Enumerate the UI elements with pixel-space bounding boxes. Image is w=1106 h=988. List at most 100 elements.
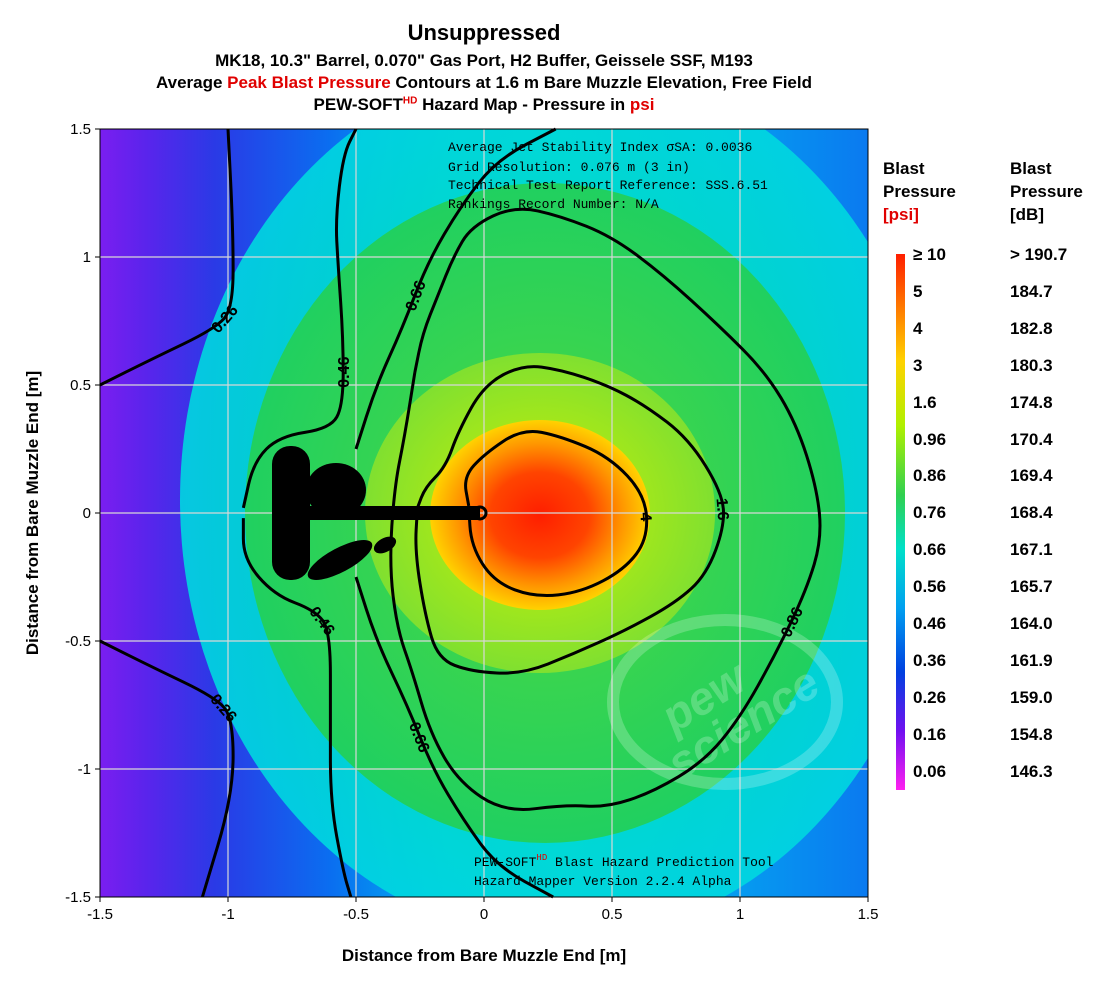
tool-name-line: PEW-SOFTHD Blast Hazard Prediction Tool xyxy=(474,853,774,870)
x-axis-ticks: -1.5 -1 -0.5 0 0.5 1 1.5 xyxy=(87,897,878,923)
legend-db-value: 174.8 xyxy=(1010,392,1053,412)
legend-psi-value: 0.96 xyxy=(913,429,947,449)
top-annotations: Average Jet Stability Index σSA: 0.0036 … xyxy=(448,140,768,212)
x-tick-label: 0.5 xyxy=(602,906,623,923)
legend-db-value: 170.4 xyxy=(1010,429,1053,449)
map-title: PEW-SOFTHD Hazard Map - Pressure in psi xyxy=(0,95,968,115)
legend-db-value: 184.7 xyxy=(1010,281,1053,301)
contour-line-0.46 xyxy=(241,518,353,898)
contour-line-0.66 xyxy=(354,127,557,450)
legend-db-value: 154.8 xyxy=(1010,724,1053,744)
y-tick-label: 1.5 xyxy=(70,121,91,138)
contour-line-4 xyxy=(464,429,649,598)
weapon-silhouette xyxy=(272,446,488,580)
annotation-line-2: Grid Resolution: 0.076 m (3 in) xyxy=(448,160,690,175)
x-tick-label: 1 xyxy=(736,906,744,923)
subtitle-prefix: Average xyxy=(155,73,228,92)
weapon-barrel xyxy=(300,506,480,520)
legend-db-header-3: [dB] xyxy=(1010,205,1044,224)
legend-psi-value: 0.06 xyxy=(913,761,947,781)
legend-db-header-1: Blast xyxy=(1010,159,1052,178)
contour-label: 1.6 xyxy=(713,498,732,522)
bottom-annotations: PEW-SOFTHD Blast Hazard Prediction Tool … xyxy=(474,853,774,889)
legend-db-value: 159.0 xyxy=(1010,687,1053,707)
legend-psi-value: 0.86 xyxy=(913,466,947,486)
contour-label: 4 xyxy=(636,512,653,522)
legend-psi-value: 1.6 xyxy=(913,392,937,412)
annotation-line-4: Rankings Record Number: N/A xyxy=(448,197,659,212)
x-tick-label: 1.5 xyxy=(858,906,879,923)
map-title-brand: PEW-SOFT xyxy=(313,95,403,114)
annotation-line-1: Average Jet Stability Index σSA: 0.0036 xyxy=(448,140,752,155)
weapon-grip xyxy=(307,540,373,580)
legend-db-value: 167.1 xyxy=(1010,540,1053,560)
legend-db-value: 180.3 xyxy=(1010,355,1053,375)
weapon-magwell xyxy=(373,536,397,554)
y-tick-label: 0.5 xyxy=(70,377,91,394)
legend-psi-value: ≥ 10 xyxy=(913,245,946,264)
contour-line-1.6 xyxy=(414,365,726,675)
legend-psi-header-2: Pressure xyxy=(883,182,956,201)
legend-color-bar xyxy=(896,254,905,790)
y-axis-title: Distance from Bare Muzzle End [m] xyxy=(23,371,42,655)
legend-psi-value: 0.56 xyxy=(913,577,947,597)
legend-psi-header-1: Blast xyxy=(883,159,925,178)
legend-db-value: 164.0 xyxy=(1010,614,1053,633)
contour-line-0.86 xyxy=(389,207,822,811)
tool-rest: Blast Hazard Prediction Tool xyxy=(547,855,773,870)
chart-config-line: MK18, 10.3" Barrel, 0.070" Gas Port, H2 … xyxy=(215,51,753,70)
map-title-middle: Hazard Map - Pressure in xyxy=(417,95,630,114)
weapon-shooter-head xyxy=(306,463,366,517)
contour-lines xyxy=(99,127,822,899)
y-tick-label: 0 xyxy=(83,505,91,522)
legend-db-value: 146.3 xyxy=(1010,761,1053,781)
map-title-sup: HD xyxy=(402,95,418,107)
contour-line-0.66 xyxy=(354,576,554,899)
legend-psi-header-3: [psi] xyxy=(883,205,919,224)
contour-label: 0.46 xyxy=(336,357,353,388)
x-tick-label: -1.5 xyxy=(87,906,113,923)
legend-db-value: 182.8 xyxy=(1010,318,1053,338)
annotation-line-3: Technical Test Report Reference: SSS.6.5… xyxy=(448,178,768,193)
legend-psi-value: 0.66 xyxy=(913,540,947,560)
map-title-unit: psi xyxy=(629,95,655,114)
legend-psi-value: 0.16 xyxy=(913,724,947,744)
legend-psi-value: 0.36 xyxy=(913,650,947,670)
legend-psi-value: 5 xyxy=(913,281,923,301)
subtitle-highlight: Peak Blast Pressure xyxy=(227,73,391,92)
y-tick-label: 1 xyxy=(83,249,91,266)
legend-db-value: 168.4 xyxy=(1010,503,1053,523)
legend-psi-value: 3 xyxy=(913,355,923,375)
tool-version-line: Hazard Mapper Version 2.2.4 Alpha xyxy=(474,874,732,889)
chart-title: Unsuppressed xyxy=(407,20,561,45)
legend-db-value: > 190.7 xyxy=(1010,245,1068,264)
subtitle-suffix: Contours at 1.6 m Bare Muzzle Elevation,… xyxy=(390,73,812,92)
x-tick-label: 0 xyxy=(480,906,488,923)
legend-psi-value: 0.76 xyxy=(913,503,947,523)
y-tick-label: -1 xyxy=(78,761,91,778)
legend-psi-value: 0.46 xyxy=(913,614,947,633)
tool-brand: PEW-SOFT xyxy=(474,855,537,870)
tool-sup: HD xyxy=(536,853,547,863)
weapon-stock xyxy=(272,446,310,580)
contour-line-0.26 xyxy=(99,639,235,898)
y-axis-ticks: -1.5 -1 -0.5 0 0.5 1 1.5 xyxy=(65,121,100,906)
legend-db-header-2: Pressure xyxy=(1010,182,1083,201)
x-tick-label: -1 xyxy=(221,906,234,923)
legend-db-value: 161.9 xyxy=(1010,650,1053,670)
x-tick-label: -0.5 xyxy=(343,906,369,923)
y-tick-label: -0.5 xyxy=(65,633,91,650)
chart-subtitle: Average Peak Blast Pressure Contours at … xyxy=(0,73,968,93)
legend-db-header: Blast Pressure [dB] xyxy=(1010,157,1083,226)
legend-db-value: 165.7 xyxy=(1010,577,1053,597)
legend-psi-value: 4 xyxy=(913,318,923,338)
x-axis-title: Distance from Bare Muzzle End [m] xyxy=(342,946,626,965)
weapon-muzzle xyxy=(472,505,488,521)
legend-db-value: 169.4 xyxy=(1010,466,1053,486)
legend-psi-header: Blast Pressure [psi] xyxy=(883,157,956,226)
legend-psi-value: 0.26 xyxy=(913,687,947,707)
contour-line-0.46 xyxy=(241,128,358,509)
contour-line-0.26 xyxy=(99,128,235,387)
y-tick-label: -1.5 xyxy=(65,889,91,906)
